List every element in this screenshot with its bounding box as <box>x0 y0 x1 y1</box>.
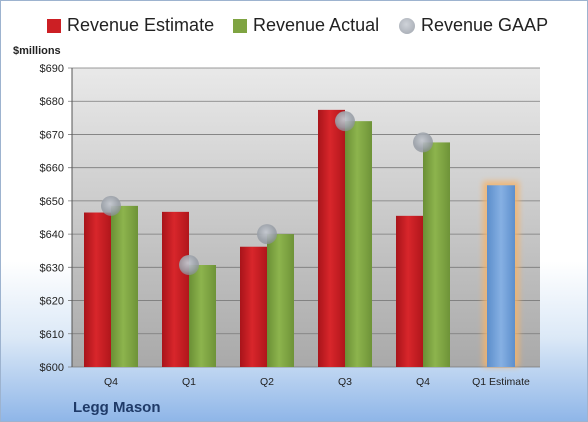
plot-area <box>72 68 540 367</box>
bar-revenue-estimate <box>396 215 423 367</box>
bar-revenue-estimate <box>84 212 111 367</box>
x-category-label: Q1 <box>182 376 196 388</box>
y-tick-label: $690 <box>40 63 64 75</box>
gaap-marker <box>257 224 277 245</box>
bar-q1-estimate <box>487 185 515 367</box>
y-axis-unit-label: $millions <box>13 45 61 57</box>
y-tick-label: $620 <box>40 296 64 308</box>
bar-revenue-actual <box>267 234 294 367</box>
bar-revenue-actual <box>423 142 450 367</box>
x-category-label: Q4 <box>416 376 430 388</box>
bar-revenue-estimate <box>240 246 267 367</box>
gaap-marker <box>413 132 433 153</box>
y-tick-label: $600 <box>40 362 64 374</box>
x-category-label: Q1 Estimate <box>472 376 530 388</box>
legend-dot-gaap <box>399 17 415 34</box>
legend: Revenue Estimate Revenue Actual Revenue … <box>1 15 588 41</box>
gaap-marker <box>179 255 199 276</box>
y-tick-label: $630 <box>40 262 64 274</box>
y-tick-label: $640 <box>40 229 64 241</box>
legend-item-revenue-gaap: Revenue GAAP <box>399 15 548 36</box>
y-tick-label: $680 <box>40 96 64 108</box>
legend-swatch-actual <box>233 18 247 33</box>
legend-swatch-estimate <box>47 18 61 33</box>
y-tick-label: $670 <box>40 129 64 141</box>
bar-revenue-estimate <box>318 109 345 368</box>
y-tick-label: $610 <box>40 329 64 341</box>
legend-item-revenue-actual: Revenue Actual <box>233 15 379 36</box>
bar-revenue-actual <box>189 265 216 367</box>
gaap-marker <box>101 195 121 216</box>
bar-revenue-actual <box>111 205 138 367</box>
company-name: Legg Mason <box>73 399 161 416</box>
legend-label-estimate: Revenue Estimate <box>67 15 215 35</box>
bar-revenue-actual <box>345 121 372 368</box>
legend-label-actual: Revenue Actual <box>253 15 380 35</box>
y-tick-label: $650 <box>40 196 64 208</box>
gaap-marker <box>335 111 355 132</box>
x-category-label: Q4 <box>104 376 118 388</box>
bar-revenue-estimate <box>162 211 189 367</box>
x-category-label: Q2 <box>260 376 274 388</box>
legend-item-revenue-estimate: Revenue Estimate <box>47 15 214 36</box>
y-tick-label: $660 <box>40 163 64 175</box>
x-category-label: Q3 <box>338 376 352 388</box>
legend-label-gaap: Revenue GAAP <box>421 15 549 35</box>
